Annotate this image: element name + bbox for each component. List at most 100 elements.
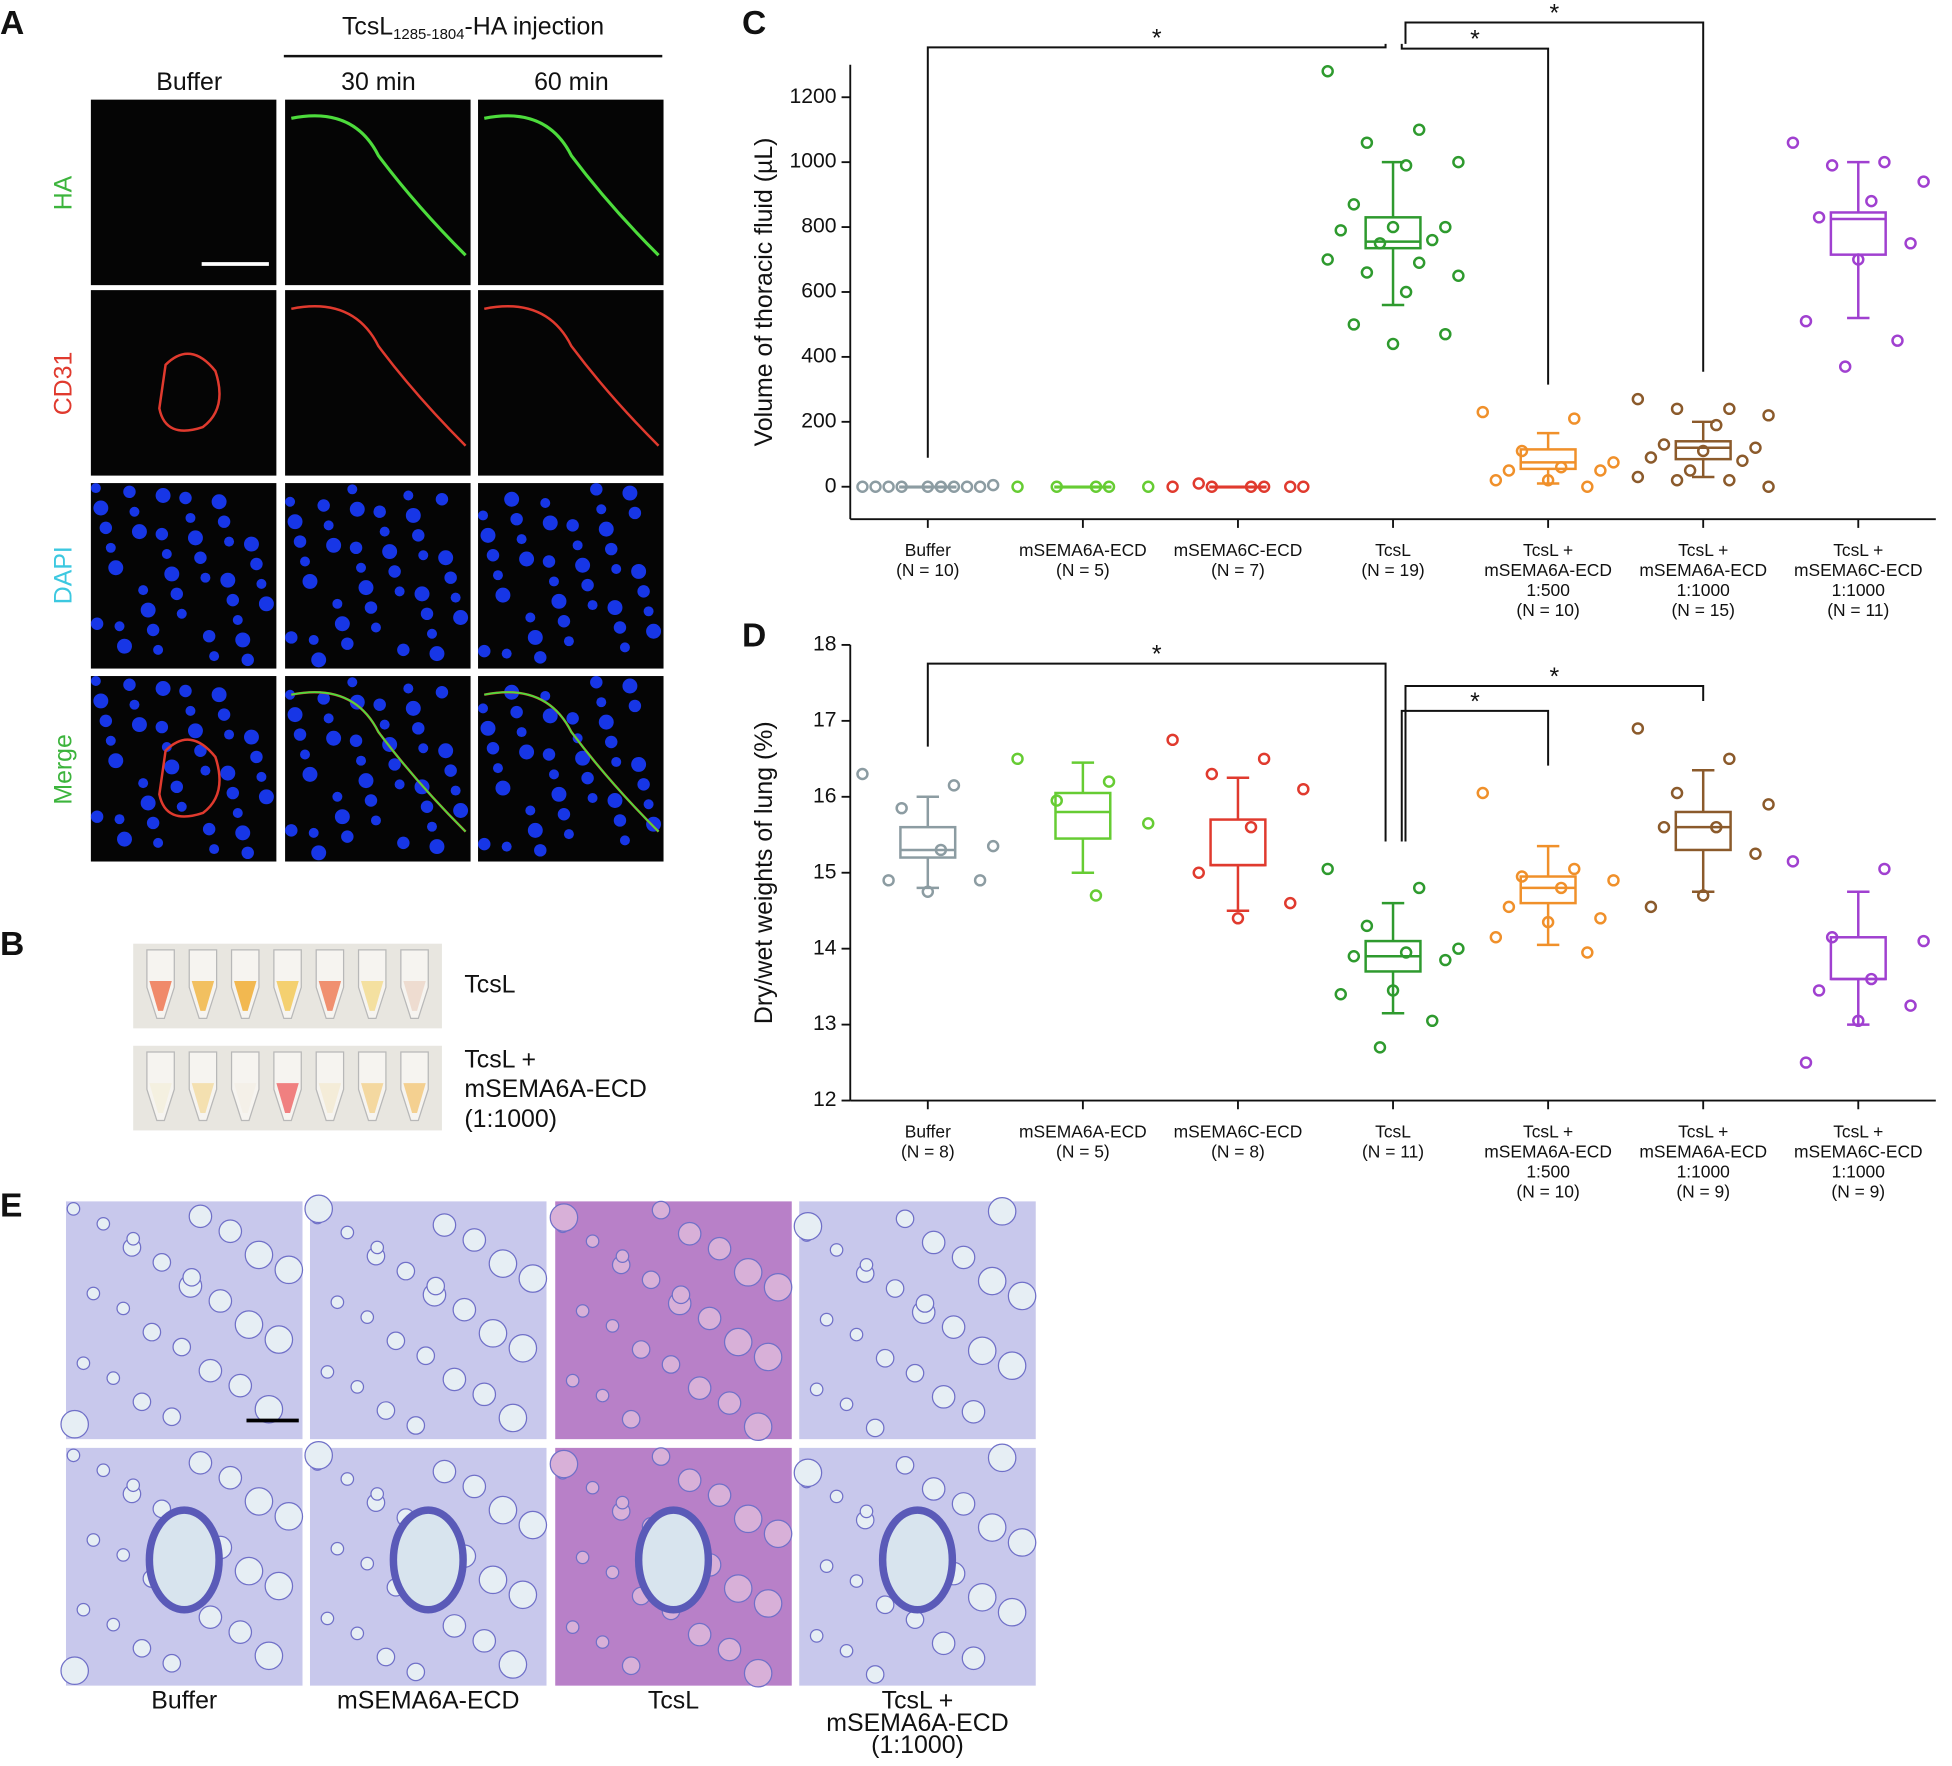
alveolus xyxy=(442,1367,467,1392)
data-point xyxy=(1917,175,1930,188)
nucleus xyxy=(232,807,243,818)
nucleus xyxy=(155,488,171,503)
alveolus xyxy=(565,1373,580,1388)
data-point xyxy=(1786,136,1800,149)
nucleus xyxy=(129,699,140,710)
data-point xyxy=(1749,441,1762,454)
nucleus xyxy=(611,563,622,574)
data-point xyxy=(1904,237,1917,250)
nucleus xyxy=(220,765,236,781)
alveolus xyxy=(687,1622,712,1647)
nucleus xyxy=(418,743,429,754)
data-point xyxy=(1452,269,1465,282)
nucleus xyxy=(185,705,196,716)
x-tick-label: TcsL xyxy=(1375,1122,1411,1142)
alveolus xyxy=(961,1646,986,1671)
nucleus xyxy=(478,703,488,714)
alveolus xyxy=(208,1289,233,1313)
alveolus xyxy=(330,1541,345,1556)
alveolus xyxy=(621,1409,641,1429)
alveolus xyxy=(819,1559,834,1573)
data-point xyxy=(947,779,961,792)
stain xyxy=(291,691,467,833)
alveolus xyxy=(462,1474,487,1499)
data-point xyxy=(1386,220,1400,234)
alveolus xyxy=(549,1203,579,1232)
data-point xyxy=(1762,480,1775,493)
row-label: CD31 xyxy=(49,352,77,416)
nucleus xyxy=(364,794,378,807)
box xyxy=(1519,448,1577,471)
nucleus xyxy=(93,500,109,516)
alveolus xyxy=(244,1487,274,1516)
alveolus xyxy=(462,1228,487,1252)
nucleus xyxy=(235,632,251,648)
alveolus xyxy=(753,1342,783,1372)
nucleus xyxy=(525,805,536,816)
nucleus xyxy=(99,521,113,535)
alveolus xyxy=(472,1382,497,1407)
nucleus xyxy=(397,836,410,850)
nucleus xyxy=(486,742,500,755)
nucleus xyxy=(194,744,207,757)
data-point xyxy=(1321,862,1334,876)
nucleus xyxy=(123,485,136,499)
nucleus xyxy=(405,507,421,523)
nucleus xyxy=(394,779,405,790)
alveolus xyxy=(859,1504,874,1519)
nucleus xyxy=(217,515,231,528)
nucleus xyxy=(170,780,183,794)
nucleus xyxy=(628,699,642,713)
image-label: (1:1000) xyxy=(871,1731,964,1759)
nucleus xyxy=(631,563,647,579)
tube-liquid xyxy=(234,981,257,1011)
alveolus xyxy=(895,1455,915,1475)
nucleus xyxy=(131,717,147,733)
histology-image xyxy=(309,1201,547,1440)
nucleus xyxy=(349,694,365,710)
data-point xyxy=(1878,155,1891,169)
nucleus xyxy=(551,786,567,802)
tube-label: TcsL + xyxy=(464,1045,536,1073)
alveolus xyxy=(987,1197,1017,1226)
micrographs xyxy=(90,99,664,862)
data-point xyxy=(1865,194,1878,208)
alveolus xyxy=(961,1399,986,1424)
nucleus xyxy=(323,520,334,531)
data-point xyxy=(1205,480,1219,493)
nucleus xyxy=(356,562,366,573)
nucleus xyxy=(510,705,523,719)
data-point xyxy=(1334,224,1347,237)
nucleus xyxy=(643,799,654,810)
alveolus xyxy=(60,1409,90,1439)
alveolus xyxy=(86,1286,101,1301)
nucleus xyxy=(519,551,535,567)
nucleus xyxy=(605,735,618,749)
nucleus xyxy=(105,735,116,746)
nucleus xyxy=(332,598,343,609)
alveolus xyxy=(508,1580,538,1610)
nucleus xyxy=(607,600,623,616)
y-tick-label: 400 xyxy=(801,344,836,367)
nucleus xyxy=(622,678,638,694)
alveolus xyxy=(941,1315,966,1339)
data-point xyxy=(1399,946,1413,959)
nucleus xyxy=(300,749,310,760)
nucleus xyxy=(450,592,461,603)
alveolus xyxy=(340,1225,355,1240)
data-point xyxy=(1581,480,1594,493)
alveolus xyxy=(274,1502,304,1531)
alveolus xyxy=(707,1236,732,1261)
micrograph xyxy=(90,290,277,476)
nucleus xyxy=(379,526,390,537)
alveolus xyxy=(218,1465,243,1490)
panel-a-header: TcsL1285-1804-HA injection xyxy=(342,12,604,43)
y-tick-label: 18 xyxy=(813,633,837,656)
n-label: (N = 10) xyxy=(1516,600,1579,620)
nucleus xyxy=(220,572,236,588)
data-point xyxy=(1142,480,1155,493)
x-tick-label: mSEMA6C-ECD xyxy=(1174,540,1303,560)
nucleus xyxy=(534,651,547,664)
nucleus xyxy=(326,730,342,746)
data-point xyxy=(1710,418,1723,432)
